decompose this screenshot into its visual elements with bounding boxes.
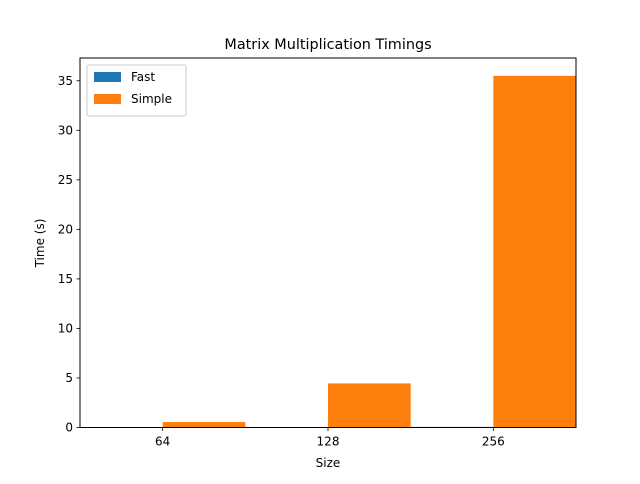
bar-simple-256 bbox=[493, 76, 576, 428]
x-tick-label: 64 bbox=[155, 435, 170, 449]
y-tick-label: 5 bbox=[65, 371, 73, 385]
y-tick-label: 0 bbox=[65, 421, 73, 435]
bar-simple-128 bbox=[328, 383, 411, 427]
legend: Fast Simple bbox=[87, 65, 186, 116]
y-tick-label: 30 bbox=[58, 123, 73, 137]
y-tick-label: 10 bbox=[58, 321, 73, 335]
chart-title: Matrix Multiplication Timings bbox=[224, 37, 431, 53]
legend-swatch-simple bbox=[94, 94, 121, 104]
y-tick-label: 35 bbox=[58, 74, 73, 88]
x-axis-label: Size bbox=[316, 456, 341, 470]
legend-swatch-fast bbox=[94, 72, 121, 82]
bar-simple-64 bbox=[163, 422, 246, 427]
y-tick-label: 20 bbox=[58, 222, 73, 236]
y-axis-label: Time (s) bbox=[33, 219, 47, 269]
x-tick-label: 128 bbox=[317, 435, 340, 449]
legend-label-fast: Fast bbox=[131, 70, 155, 84]
y-tick-label: 25 bbox=[58, 173, 73, 187]
legend-label-simple: Simple bbox=[131, 92, 172, 106]
x-tick-label: 256 bbox=[482, 435, 505, 449]
y-tick-label: 15 bbox=[58, 272, 73, 286]
